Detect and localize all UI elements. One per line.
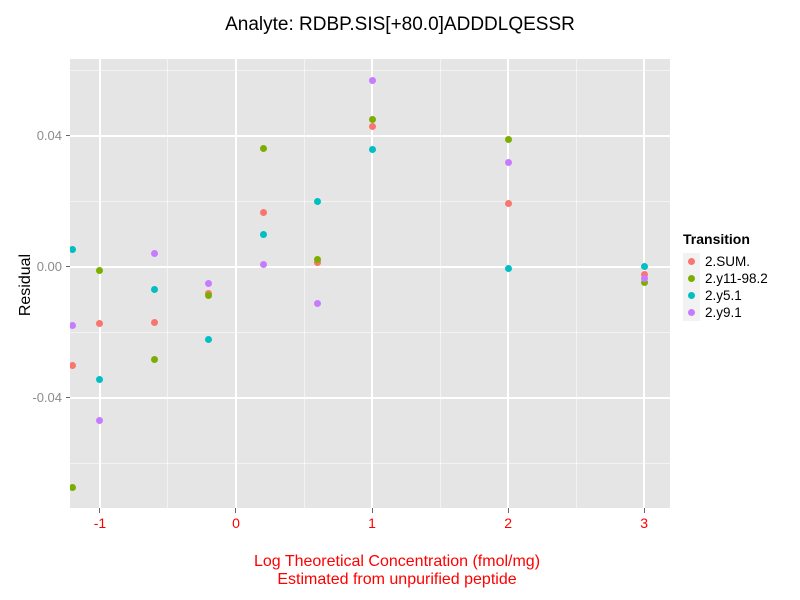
data-point [70,246,77,254]
minor-gridline-horizontal [70,462,670,464]
legend-item-label: 2.y5.1 [705,288,742,303]
data-point [150,319,158,327]
legend-key [683,304,700,321]
major-gridline-vertical [99,59,101,508]
data-point [368,122,376,130]
legend-key [683,270,700,287]
x-axis-title-line1: Log Theoretical Concentration (fmol/mg) [253,553,541,570]
data-point [368,77,376,85]
data-point [70,322,77,330]
y-tick-label: 0.00 [36,259,62,275]
x-tick-label: 3 [640,515,649,531]
major-gridline-vertical [371,59,373,508]
legend-swatch-dot [688,275,695,282]
plot-panel [70,59,670,508]
data-point [205,336,213,344]
legend-item-label: 2.y11-98.2 [705,271,768,286]
legend-item: 2.y11-98.2 [683,270,768,287]
data-point [640,263,648,271]
major-gridline-horizontal [70,397,670,399]
data-point [314,255,322,263]
data-point [259,260,267,268]
data-point [504,136,512,144]
minor-gridline-vertical [303,59,305,508]
chart-title: Analyte: RDBP.SIS[+80.0]ADDDLQESSR [225,14,575,35]
legend-item: 2.y5.1 [683,287,768,304]
legend-swatch-dot [688,309,695,316]
minor-gridline-vertical [167,59,169,508]
legend-key [683,253,700,270]
legend-item-label: 2.SUM. [705,254,751,269]
data-point [504,158,512,166]
data-point [259,209,267,217]
legend-swatch-dot [688,292,695,299]
x-tick-mark [371,508,373,513]
data-point [150,356,158,364]
x-tick-label: -1 [93,515,107,531]
x-tick-label: 0 [232,515,240,531]
legend-swatch-dot [688,258,695,265]
minor-gridline-vertical [439,59,441,508]
x-tick-mark [235,508,237,513]
legend: Transition 2.SUM. 2.y11-98.2 2.y5.1 2.y9.1 [683,231,768,321]
x-tick-mark [507,508,509,513]
data-point [368,145,376,153]
minor-gridline-horizontal [70,69,670,71]
legend-item-label: 2.y9.1 [705,305,742,320]
data-point [96,320,104,328]
legend-item: 2.y9.1 [683,304,768,321]
legend-title: Transition [683,231,750,247]
data-point [70,484,77,492]
major-gridline-vertical [235,59,237,508]
x-tick-label: 1 [368,515,376,531]
y-tick-mark [66,135,70,137]
major-gridline-horizontal [70,266,670,268]
data-point [504,265,512,273]
minor-gridline-vertical [575,59,577,508]
data-point [205,280,213,288]
x-tick-mark [99,508,101,513]
data-point [640,278,648,286]
data-point [259,231,267,239]
data-point [640,274,648,282]
legend-items: 2.SUM. 2.y11-98.2 2.y5.1 2.y9.1 [683,253,768,321]
legend-key [683,287,700,304]
x-tick-mark [643,508,645,513]
y-tick-label: -0.04 [32,390,62,406]
data-point [504,199,512,207]
y-axis-title: Residual [17,253,34,317]
data-point [259,144,267,152]
minor-gridline-horizontal [70,331,670,333]
data-point [96,417,104,425]
minor-gridline-horizontal [70,200,670,202]
data-point [150,286,158,294]
legend-item: 2.SUM. [683,253,768,270]
data-point [70,362,77,370]
data-point [96,376,104,384]
y-tick-mark [66,397,70,399]
data-point [314,197,322,205]
major-gridline-horizontal [70,135,670,137]
data-point [96,267,104,275]
y-tick-label: 0.04 [36,128,62,144]
data-point [368,116,376,124]
x-tick-label: 2 [504,515,512,531]
data-point [314,300,322,308]
x-axis-title-line2: Estimated from unpurified peptide [277,571,517,588]
data-point [150,250,158,258]
major-gridline-vertical [507,59,509,508]
data-point [205,291,213,299]
y-tick-mark [66,266,70,268]
